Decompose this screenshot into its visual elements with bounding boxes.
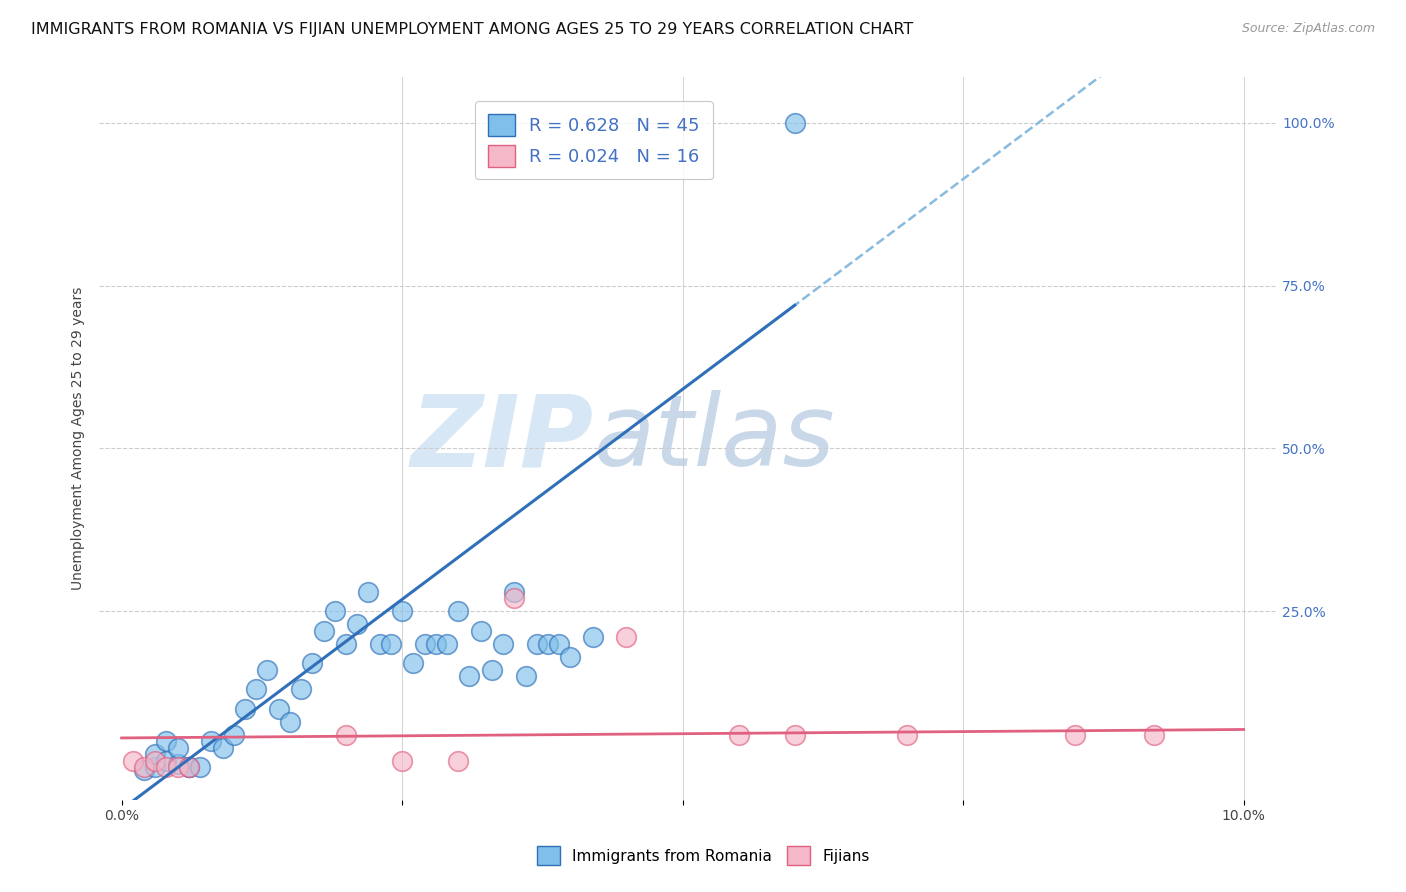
Point bbox=[166, 740, 188, 755]
Text: atlas: atlas bbox=[593, 390, 835, 487]
Point bbox=[166, 756, 188, 771]
Point bbox=[503, 591, 526, 605]
Point bbox=[783, 728, 806, 742]
Point bbox=[357, 584, 380, 599]
Point bbox=[233, 701, 256, 715]
Point bbox=[177, 760, 200, 774]
Point bbox=[143, 747, 166, 762]
Point bbox=[537, 637, 560, 651]
Point bbox=[177, 760, 200, 774]
Point bbox=[155, 754, 177, 768]
Point bbox=[380, 637, 402, 651]
Point bbox=[335, 728, 357, 742]
Point bbox=[222, 728, 245, 742]
Point bbox=[783, 116, 806, 130]
Point bbox=[312, 624, 335, 638]
Point bbox=[143, 754, 166, 768]
Point bbox=[323, 604, 346, 618]
Point bbox=[447, 604, 470, 618]
Point bbox=[548, 637, 571, 651]
Point bbox=[346, 617, 368, 632]
Text: Source: ZipAtlas.com: Source: ZipAtlas.com bbox=[1241, 22, 1375, 36]
Point bbox=[515, 669, 537, 683]
Point bbox=[155, 734, 177, 748]
Point bbox=[121, 754, 143, 768]
Point bbox=[425, 637, 447, 651]
Point bbox=[267, 701, 290, 715]
Text: IMMIGRANTS FROM ROMANIA VS FIJIAN UNEMPLOYMENT AMONG AGES 25 TO 29 YEARS CORRELA: IMMIGRANTS FROM ROMANIA VS FIJIAN UNEMPL… bbox=[31, 22, 912, 37]
Point bbox=[256, 663, 278, 677]
Point bbox=[896, 728, 918, 742]
Point bbox=[526, 637, 548, 651]
Point bbox=[211, 740, 233, 755]
Point bbox=[245, 682, 267, 697]
Y-axis label: Unemployment Among Ages 25 to 29 years: Unemployment Among Ages 25 to 29 years bbox=[72, 287, 86, 591]
Point bbox=[470, 624, 492, 638]
Legend: Immigrants from Romania, Fijians: Immigrants from Romania, Fijians bbox=[530, 840, 876, 871]
Point bbox=[582, 630, 605, 644]
Point bbox=[290, 682, 312, 697]
Legend: R = 0.628   N = 45, R = 0.024   N = 16: R = 0.628 N = 45, R = 0.024 N = 16 bbox=[475, 101, 713, 179]
Point bbox=[1143, 728, 1166, 742]
Point bbox=[166, 760, 188, 774]
Point bbox=[301, 656, 323, 670]
Point bbox=[335, 637, 357, 651]
Point bbox=[132, 760, 155, 774]
Point bbox=[368, 637, 391, 651]
Point bbox=[436, 637, 458, 651]
Point bbox=[391, 754, 413, 768]
Point bbox=[413, 637, 436, 651]
Point bbox=[458, 669, 481, 683]
Point bbox=[447, 754, 470, 768]
Point bbox=[143, 760, 166, 774]
Point bbox=[1064, 728, 1087, 742]
Point bbox=[727, 728, 749, 742]
Point bbox=[188, 760, 211, 774]
Point bbox=[481, 663, 503, 677]
Point bbox=[402, 656, 425, 670]
Point bbox=[155, 760, 177, 774]
Point bbox=[132, 764, 155, 778]
Point bbox=[200, 734, 222, 748]
Point bbox=[177, 760, 200, 774]
Point bbox=[616, 630, 638, 644]
Point bbox=[278, 714, 301, 729]
Point bbox=[503, 584, 526, 599]
Point bbox=[391, 604, 413, 618]
Point bbox=[492, 637, 515, 651]
Point bbox=[560, 649, 582, 664]
Text: ZIP: ZIP bbox=[411, 390, 593, 487]
